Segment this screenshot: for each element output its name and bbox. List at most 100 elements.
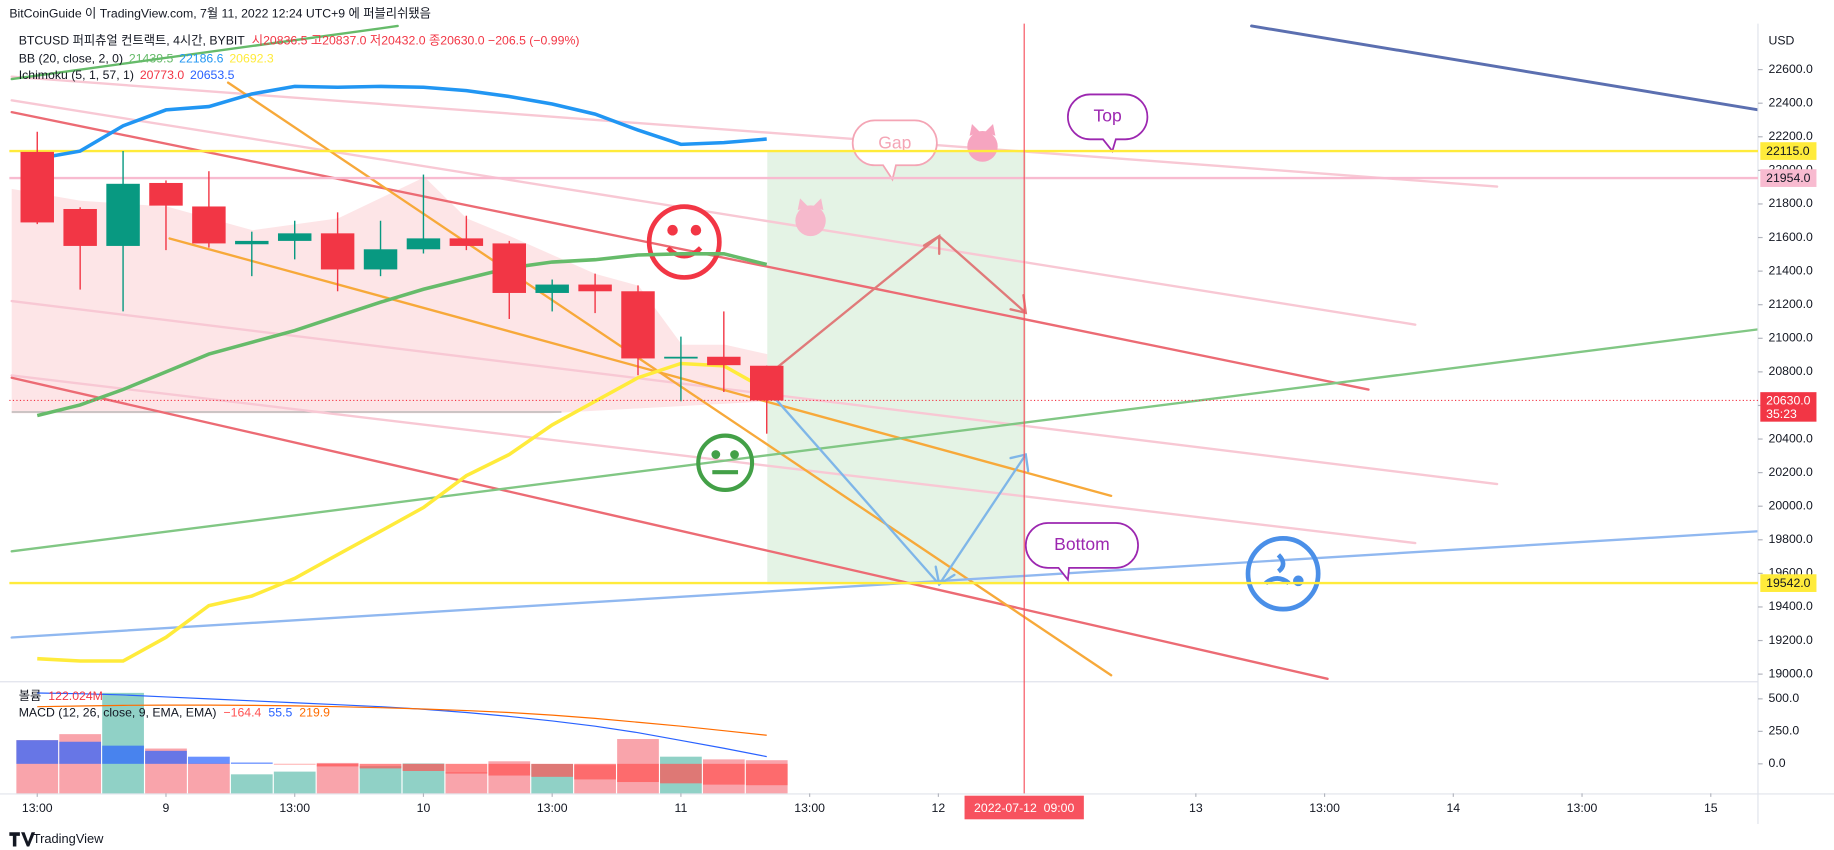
candle-body (235, 240, 269, 245)
candle-body (63, 208, 97, 246)
macd-histogram-bar (316, 763, 359, 767)
trend-line (10, 99, 1417, 326)
y-tick-label: 20800.0 (1769, 364, 1813, 378)
candle-body (192, 206, 226, 244)
y-tick-label: 22400.0 (1769, 95, 1813, 109)
volume-bar (316, 762, 359, 794)
price-label: 19542.0 (1766, 576, 1810, 590)
indicator-value: 22186.6 (179, 51, 223, 65)
volume-bar (273, 771, 316, 794)
macd-histogram-bar (145, 750, 187, 764)
macd-histogram-bar (445, 763, 488, 774)
trend-line (10, 530, 1760, 639)
countdown: 35:23 (1766, 407, 1797, 421)
signal-line (37, 704, 767, 736)
candle-body (578, 284, 612, 292)
y-tick-label: 20000.0 (1769, 498, 1813, 512)
indicator-value: 20692.3 (229, 51, 273, 65)
volume-bar (188, 763, 230, 794)
x-tick-label: 13:00 (22, 801, 53, 815)
indicator-value: 21439.5 (129, 51, 173, 65)
crosshair-label-box (964, 795, 1084, 820)
smiley-sad (1245, 535, 1321, 612)
y-tick-label: 21000.0 (1769, 331, 1813, 345)
trend-line (10, 110, 1370, 391)
candle-body (707, 356, 741, 366)
arrow-head (1009, 453, 1030, 473)
indicator-name: BB (20, close, 2, 0) (19, 51, 123, 65)
macd-name: MACD (12, 26, close, 9, EMA, EMA) (19, 705, 217, 719)
trend-line (168, 237, 1113, 498)
pig-icon (795, 198, 826, 237)
price-label-box (1760, 142, 1817, 160)
brand-logo (9, 832, 36, 847)
indicator-name: Ichimoku (5, 1, 57, 1) (19, 68, 134, 82)
price-label: 22115.0 (1766, 144, 1810, 158)
candle-body (664, 356, 698, 359)
y-tick-label: 22600.0 (1769, 62, 1813, 76)
bubble (1067, 93, 1149, 153)
pig-ear (797, 198, 809, 211)
brand: TradingView (33, 831, 104, 846)
candle-body (749, 365, 784, 401)
pig-ear (812, 198, 824, 211)
pig-icon (967, 123, 998, 162)
macd-histogram-bar (359, 763, 402, 769)
candle-body (320, 233, 355, 270)
macd-histogram-bar (273, 763, 316, 765)
x-tick-label: 11 (675, 801, 688, 815)
annotation-text: Gap (878, 133, 911, 153)
candle-body (277, 233, 312, 241)
trend-line (1250, 24, 1760, 112)
candle-body (492, 243, 527, 293)
indicator-line (36, 252, 768, 418)
face (696, 433, 755, 492)
price-label-box (1760, 169, 1817, 187)
macd-histogram-bar (702, 763, 745, 785)
indicator-value: 20773.0 (140, 68, 184, 82)
macd-histogram-bar (402, 763, 445, 771)
macd-histogram-bar (230, 762, 273, 764)
candle-body (621, 291, 655, 359)
trend-line (10, 24, 399, 81)
y-tick-label: 500.0 (1769, 691, 1800, 705)
macd-value: 219.9 (299, 705, 330, 719)
y-tick-label: 19800.0 (1769, 532, 1813, 546)
y-tick-label: 21800.0 (1769, 196, 1813, 210)
macd-histogram-bar (745, 763, 788, 786)
trend-line (226, 81, 1113, 677)
pig-ear (984, 123, 996, 136)
trend-lines (10, 24, 1760, 680)
last-price-label: 20630.0 (1766, 393, 1810, 407)
macd-histogram-bar (16, 740, 59, 764)
y-tick-label: 21600.0 (1769, 230, 1813, 244)
volume-name: 볼륨 (19, 689, 42, 703)
mouth (1264, 576, 1291, 586)
x-tick-label: 15 (1704, 801, 1718, 815)
indicator-line (37, 361, 768, 663)
mouth (666, 246, 703, 259)
candle-body (20, 151, 54, 223)
last-price-box (1760, 392, 1817, 422)
macd-histogram-bar (531, 763, 574, 777)
volume-bar (359, 766, 402, 794)
y-tick-label: 22200.0 (1769, 129, 1813, 143)
eye (711, 450, 721, 459)
x-tick-label: 13 (1189, 801, 1203, 815)
symbol-title: BTCUSD 퍼피츄얼 컨트랙트, 4시간, BYBIT (19, 34, 246, 48)
published-note: BitCoinGuide 이 TradingView.com, 7월 11, 2… (9, 6, 431, 20)
candle-body (449, 238, 484, 246)
arrow-head (922, 233, 941, 255)
face (1245, 535, 1321, 612)
macd-histogram-bar (617, 763, 659, 783)
indicator-value: 20653.5 (190, 68, 234, 82)
macd-histogram-bar (574, 763, 616, 780)
pig-ear (969, 123, 981, 136)
volume-bar (102, 692, 144, 794)
face (646, 204, 722, 280)
x-tick-label: 13:00 (279, 801, 310, 815)
y-tick-label: 20200.0 (1769, 465, 1813, 479)
